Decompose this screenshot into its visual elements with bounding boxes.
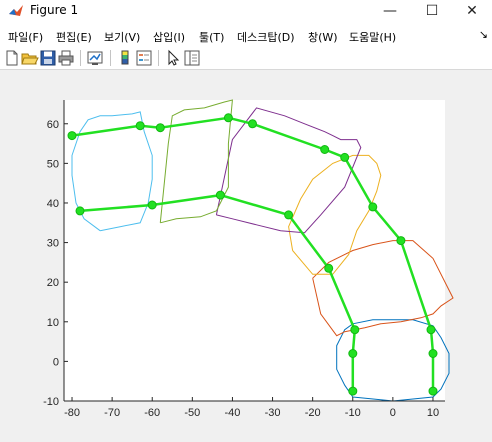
menu-insert[interactable]: 삽입(I) (153, 31, 186, 44)
close-button[interactable]: ✕ (452, 0, 492, 22)
x-tick-label: -60 (144, 407, 160, 419)
skeleton-point (67, 131, 77, 141)
x-tick-label: -70 (104, 407, 120, 419)
toolbar-separator (158, 50, 159, 66)
y-axis-ticks: -10 0 10 20 30 40 50 60 (43, 119, 68, 408)
shape-outline-3 (288, 154, 382, 275)
open-file-icon[interactable] (21, 49, 39, 67)
menu-file[interactable]: 파일(F) (8, 31, 44, 44)
menu-window[interactable]: 창(W) (308, 31, 338, 44)
x-axis-ticks: -80 -70 -60 -50 -40 -30 -20 -10 0 10 (64, 397, 439, 419)
y-tick-label: -10 (43, 396, 59, 408)
skeleton-point (348, 349, 358, 358)
property-inspector-icon[interactable] (183, 49, 201, 67)
skeleton-point (75, 206, 85, 216)
axes-frame (63, 100, 445, 402)
new-figure-icon[interactable] (3, 49, 21, 67)
skeleton-point (284, 210, 294, 220)
y-tick-label: 30 (47, 238, 59, 250)
x-tick-label: 0 (390, 407, 396, 419)
y-tick-label: 10 (47, 317, 59, 329)
skeleton-point (428, 386, 438, 396)
skeleton-point (348, 386, 358, 396)
menu-bar: 파일(F) 편집(E) 보기(V) 삽입(I) 툴(T) 데스크탑(D) 창(W… (0, 26, 492, 46)
skeleton-point (426, 325, 436, 335)
skeleton-markers (67, 113, 438, 396)
toolbar-separator (80, 50, 81, 66)
skeleton-point (340, 152, 350, 162)
x-tick-label: -30 (265, 407, 281, 419)
y-tick-label: 40 (47, 198, 59, 210)
x-tick-label: -20 (305, 407, 321, 419)
y-tick-label: 20 (47, 277, 59, 289)
menu-edit[interactable]: 편집(E) (56, 31, 92, 44)
link-plot-icon[interactable] (86, 49, 104, 67)
x-tick-label: -80 (64, 407, 80, 419)
skeleton-point (155, 123, 165, 133)
figure-toolbar (0, 46, 492, 70)
menu-help[interactable]: 도움말(H) (349, 31, 397, 44)
print-icon[interactable] (57, 49, 75, 67)
skeleton-point (324, 263, 334, 273)
minimize-icon: — (383, 3, 397, 19)
skeleton-point (223, 113, 233, 123)
y-tick-label: 50 (47, 158, 59, 170)
skeleton-point (428, 349, 438, 358)
skeleton-point (396, 236, 406, 246)
skeleton-point (147, 200, 157, 210)
edit-plot-arrow-icon[interactable] (164, 49, 182, 67)
maximize-button[interactable]: ☐ (412, 0, 452, 22)
shape-outline-2 (312, 240, 454, 337)
skeleton-point (320, 145, 330, 154)
skeleton-point (135, 121, 145, 131)
title-bar: Figure 1 — ☐ ✕ (0, 0, 492, 22)
toolbar-separator (110, 50, 111, 66)
x-tick-label: -40 (224, 407, 240, 419)
maximize-icon: ☐ (425, 3, 439, 19)
skeleton-point (350, 325, 360, 335)
x-tick-label: -50 (184, 407, 200, 419)
figure-canvas[interactable]: -80 -70 -60 -50 -40 -30 -20 -10 0 10 -10 0 10 20 30 40… (0, 70, 492, 442)
menu-view[interactable]: 보기(V) (104, 31, 141, 44)
skeleton-point (215, 190, 225, 200)
skeleton-point (248, 119, 257, 129)
shape-outline-4 (215, 107, 362, 234)
x-tick-label: 10 (427, 407, 439, 419)
skeleton-point (368, 202, 378, 212)
matlab-app-icon (9, 5, 23, 16)
x-tick-label: -10 (345, 407, 361, 419)
plot-area[interactable]: -80 -70 -60 -50 -40 -30 -20 -10 0 10 -10 0 10 20 30 40… (0, 70, 492, 442)
menu-desktop[interactable]: 데스크탑(D) (237, 31, 295, 44)
shape-outline-5 (159, 99, 233, 224)
y-tick-label: 60 (47, 119, 59, 131)
y-tick-label: 0 (53, 356, 59, 368)
window-title: Figure 1 (30, 3, 79, 17)
menu-overflow-icon[interactable]: ↘ (478, 28, 488, 41)
menu-tools[interactable]: 툴(T) (199, 31, 225, 44)
close-icon: ✕ (466, 3, 478, 19)
save-icon[interactable] (39, 49, 57, 67)
axes-background[interactable] (64, 100, 445, 401)
insert-legend-icon[interactable] (135, 49, 153, 67)
minimize-button[interactable]: — (370, 0, 410, 22)
insert-colorbar-icon[interactable] (116, 49, 134, 67)
